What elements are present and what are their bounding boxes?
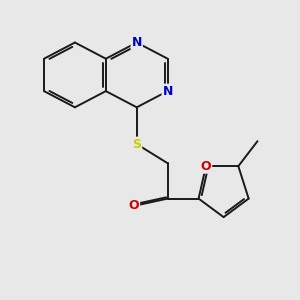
Text: O: O bbox=[201, 160, 211, 173]
Text: O: O bbox=[128, 200, 139, 212]
Text: N: N bbox=[163, 85, 173, 98]
Text: S: S bbox=[132, 138, 141, 151]
Text: N: N bbox=[132, 36, 142, 49]
